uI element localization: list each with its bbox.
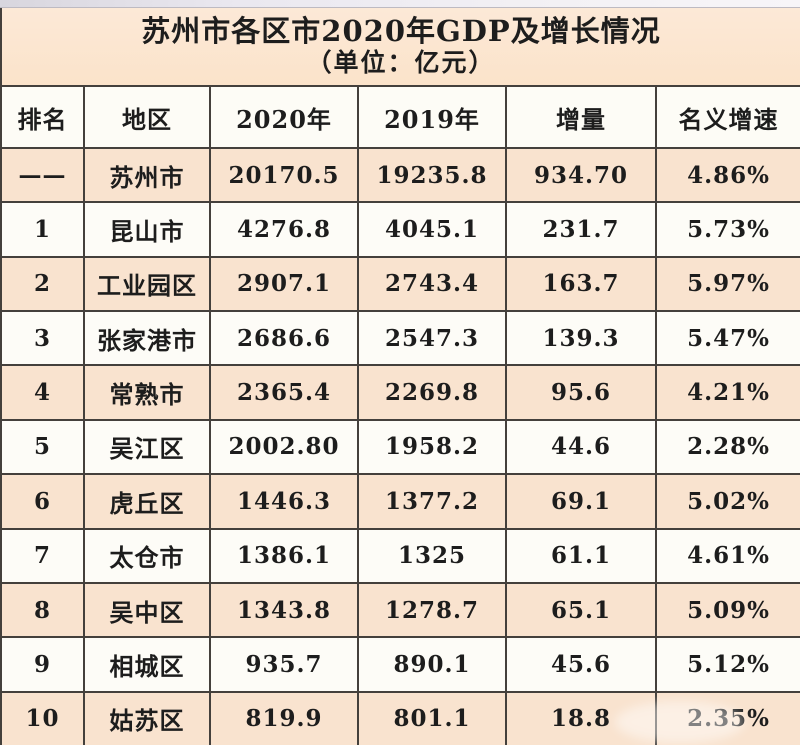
cell-gdp-2019: 2269.8	[359, 366, 507, 419]
cell-gdp-2020: 2002.80	[211, 420, 359, 474]
cell-rank: 1	[2, 203, 85, 256]
cell-gdp-2019: 801.1	[359, 692, 507, 745]
cell-gdp-2019: 19235.8	[359, 149, 507, 202]
table-row-suzhou: —— 苏州市 20170.5 19235.8 934.70 4.86%	[2, 147, 800, 202]
cell-region: 苏州市	[85, 149, 211, 202]
cell-growth-rate: 5.73%	[687, 216, 770, 244]
table-row-gusu: 10 姑苏区 819.9 801.1 18.8 2.35%	[2, 690, 800, 745]
cell-rank: 8	[2, 583, 85, 637]
cell-gdp-2020: 4276.8	[211, 203, 359, 256]
cell-gdp-2020: 935.7	[211, 638, 359, 691]
suzhou-gdp-table: 苏州市各区市2020年GDP及增长情况 （单位：亿元） 排名 地区 2020年 …	[0, 8, 800, 745]
cell-region: 太仓市	[85, 529, 211, 582]
header-region: 地区	[85, 87, 211, 147]
cell-rank: 9	[2, 638, 85, 691]
table-subtitle: （单位：亿元）	[306, 48, 496, 78]
cell-gdp-2020: 2907.1	[211, 257, 359, 311]
cell-increase: 95.6	[507, 366, 657, 419]
table-row-changshu: 4 常熟市 2365.4 2269.8 95.6 4.21%	[2, 364, 800, 419]
table-row-zhangjiagang: 3 张家港市 2686.6 2547.3 139.3 5.47%	[2, 310, 800, 365]
cell-region: 张家港市	[85, 312, 211, 365]
cell-rank: 3	[2, 312, 85, 365]
cell-increase: 61.1	[507, 529, 657, 582]
cell-growth-rate: 2.35%	[687, 705, 770, 733]
cell-region: 相城区	[85, 638, 211, 691]
cell-gdp-2020: 819.9	[211, 692, 359, 745]
table-row-huqiu: 6 虎丘区 1446.3 1377.2 69.1 5.02%	[2, 473, 800, 528]
cell-rank: 2	[2, 257, 85, 311]
cell-growth-rate: 4.61%	[687, 542, 770, 570]
cell-region: 常熟市	[85, 366, 211, 419]
cell-increase: 139.3	[507, 312, 657, 365]
cell-increase: 69.1	[507, 475, 657, 528]
cell-rank: 6	[2, 475, 85, 528]
cell-rank: 5	[2, 420, 85, 474]
cell-gdp-2020: 2686.6	[211, 312, 359, 365]
cell-gdp-2019: 1377.2	[359, 475, 507, 528]
cell-growth-rate: 4.21%	[687, 379, 770, 407]
table-row-wujiang: 5 吴江区 2002.80 1958.2 44.6 2.28%	[2, 418, 800, 474]
cell-gdp-2020: 2365.4	[211, 366, 359, 419]
table-title: 苏州市各区市2020年GDP及增长情况	[141, 13, 661, 48]
cell-region: 姑苏区	[85, 692, 211, 745]
cell-rank: 7	[2, 529, 85, 582]
cell-gdp-2019: 1958.2	[359, 420, 507, 474]
cell-rank: ——	[2, 149, 85, 202]
cell-increase: 934.70	[507, 149, 657, 202]
cell-gdp-2020: 1446.3	[211, 475, 359, 528]
cell-growth-rate: 2.28%	[687, 433, 770, 461]
cell-gdp-2019: 1278.7	[359, 583, 507, 637]
cell-increase: 45.6	[507, 638, 657, 691]
cell-gdp-2019: 890.1	[359, 638, 507, 691]
table-row-wuzhong: 8 吴中区 1343.8 1278.7 65.1 5.09%	[2, 581, 800, 637]
cell-region: 昆山市	[85, 203, 211, 256]
header-increase: 增量	[507, 87, 657, 147]
cell-gdp-2019: 2743.4	[359, 257, 507, 311]
cell-region: 工业园区	[85, 257, 211, 311]
cell-region: 虎丘区	[85, 475, 211, 528]
table-row-kunshan: 1 昆山市 4276.8 4045.1 231.7 5.73%	[2, 201, 800, 256]
header-gdp-2019: 2019年	[359, 87, 507, 147]
cell-gdp-2019: 1325	[359, 529, 507, 582]
cell-gdp-2019: 2547.3	[359, 312, 507, 365]
header-row: 排名 地区 2020年 2019年 增量 名义增速	[2, 85, 800, 147]
cell-gdp-2020: 20170.5	[211, 149, 359, 202]
cell-growth-rate: 4.86%	[687, 161, 770, 189]
cell-growth-rate: 5.09%	[687, 596, 770, 624]
cell-increase: 65.1	[507, 583, 657, 637]
table-row-sip: 2 工业园区 2907.1 2743.4 163.7 5.97%	[2, 255, 800, 311]
cell-growth-rate: 5.47%	[687, 324, 770, 352]
cell-gdp-2020: 1386.1	[211, 529, 359, 582]
cell-increase: 231.7	[507, 203, 657, 256]
photo-crop-strip	[0, 0, 800, 8]
cell-rank: 4	[2, 366, 85, 419]
header-gdp-2020: 2020年	[211, 87, 359, 147]
cell-growth-rate: 5.12%	[687, 650, 770, 678]
cell-growth-rate: 5.97%	[687, 270, 770, 298]
cell-region: 吴中区	[85, 583, 211, 637]
table-title-block: 苏州市各区市2020年GDP及增长情况 （单位：亿元）	[2, 8, 800, 85]
table-row-xiangcheng: 9 相城区 935.7 890.1 45.6 5.12%	[2, 636, 800, 691]
header-growth-rate: 名义增速	[678, 104, 779, 134]
table-row-taicang: 7 太仓市 1386.1 1325 61.1 4.61%	[2, 527, 800, 582]
cell-increase: 44.6	[507, 420, 657, 474]
cell-gdp-2019: 4045.1	[359, 203, 507, 256]
cell-increase: 163.7	[507, 257, 657, 311]
cell-increase: 18.8	[507, 692, 657, 745]
cell-region: 吴江区	[85, 420, 211, 474]
cell-gdp-2020: 1343.8	[211, 583, 359, 637]
cell-rank: 10	[2, 692, 85, 745]
cell-growth-rate: 5.02%	[687, 487, 770, 515]
header-rank: 排名	[2, 87, 85, 147]
